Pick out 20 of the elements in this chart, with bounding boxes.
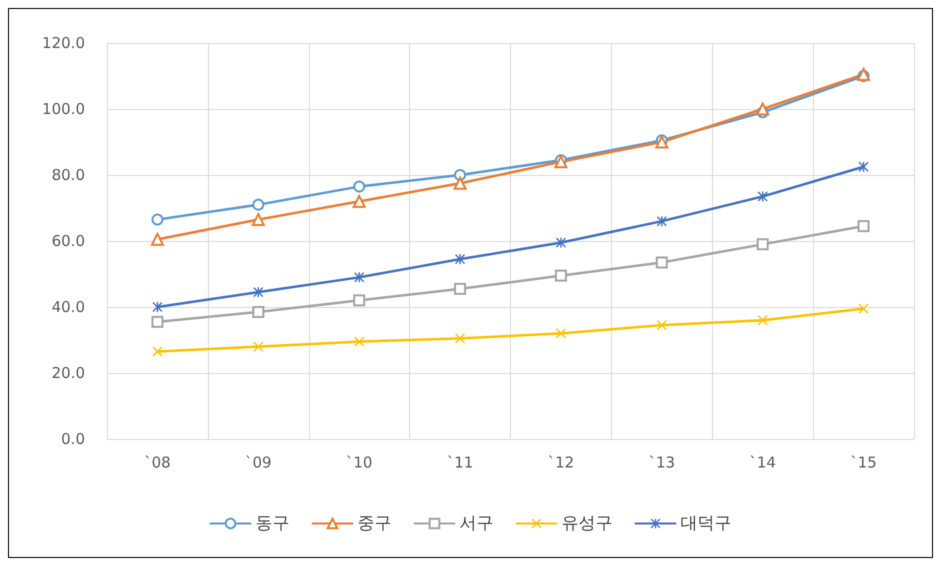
x-tick-label: `12 <box>548 454 574 472</box>
legend-label: 중구 <box>358 514 392 534</box>
x-tick-label: `14 <box>749 454 776 472</box>
x-tick-label: `13 <box>648 454 676 472</box>
x-tick-label: `10 <box>346 454 372 472</box>
x-tick-label: `09 <box>245 454 272 472</box>
y-tick-label: 120.0 <box>42 34 85 52</box>
legend-label: 동구 <box>256 514 290 534</box>
y-tick-label: 100.0 <box>42 100 85 118</box>
x-tick-label: `08 <box>144 454 171 472</box>
y-tick-label: 80.0 <box>52 166 85 184</box>
legend-label: 유성구 <box>562 514 612 534</box>
y-tick-label: 0.0 <box>61 430 85 448</box>
y-tick-label: 60.0 <box>52 232 85 250</box>
x-tick-label: `11 <box>446 454 474 472</box>
y-tick-label: 40.0 <box>52 298 85 316</box>
legend-label: 대덕구 <box>680 514 732 534</box>
legend-label: 서구 <box>460 514 494 534</box>
y-tick-label: 20.0 <box>52 364 85 382</box>
x-tick-label: `15 <box>850 454 877 472</box>
